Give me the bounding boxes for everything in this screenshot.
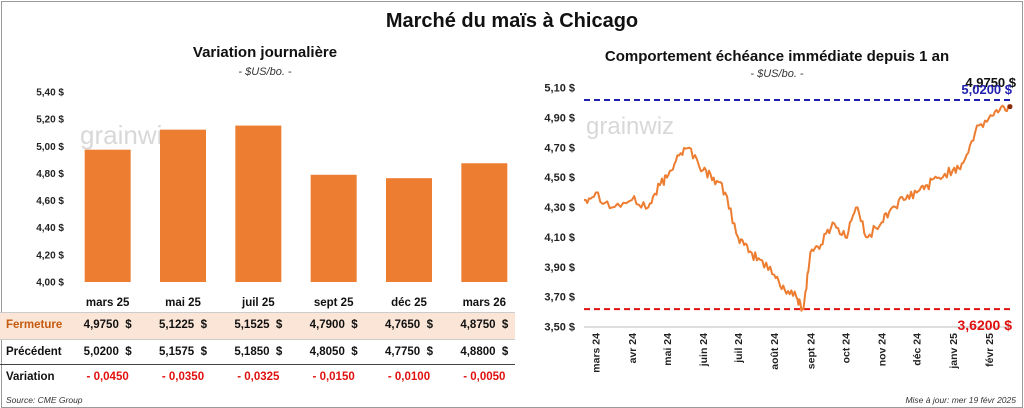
y-tick-label: 5,00 $ [36, 142, 64, 153]
y-tick-label: 3,50 $ [544, 322, 575, 334]
table-cell: 5,1225 $ [159, 319, 207, 331]
x-tick-label: mai 25 [165, 297, 201, 309]
x-tick-label: juil 25 [241, 297, 275, 309]
y-tick-label: 3,90 $ [544, 262, 575, 274]
table-row-label: Variation [6, 371, 55, 383]
price-series-line [583, 104, 1011, 312]
table-cell: 4,7650 $ [385, 319, 433, 331]
x-tick-label: mars 26 [463, 297, 506, 309]
y-tick-label: 4,20 $ [36, 250, 64, 261]
x-tick-label: mai 24 [662, 333, 674, 366]
min-value-label: 3,6200 $ [958, 317, 1013, 333]
table-cell: - 0,0325 [237, 371, 280, 383]
watermark: grainwiz [80, 120, 175, 150]
table-cell: - 0,0050 [463, 371, 506, 383]
table-cell: 4,9750 $ [83, 319, 132, 331]
y-tick-label: 5,20 $ [36, 115, 64, 126]
bar [461, 163, 508, 282]
source-note: Source: CME Group [6, 395, 83, 405]
x-tick-label: janv 25 [948, 333, 960, 370]
x-tick-label: août 24 [769, 333, 781, 370]
table-row-variation [0, 364, 515, 391]
table-cell: - 0,0150 [312, 371, 355, 383]
table-cell: 5,1525 $ [234, 319, 283, 331]
table-cell: 5,0200 $ [83, 346, 132, 358]
right-chart-unit: - $US/bo. - [750, 68, 804, 80]
left-chart-unit: - $US/bo. - [238, 66, 292, 78]
last-value-marker [1007, 104, 1013, 110]
table-cell: 5,1850 $ [234, 346, 283, 358]
table-cell: 5,1575 $ [159, 346, 207, 358]
y-tick-label: 4,40 $ [36, 223, 64, 234]
last-value-label: 4,9750 $ [965, 75, 1016, 90]
watermark: grainwiz [586, 113, 674, 140]
bar [160, 129, 206, 282]
y-tick-label: 4,50 $ [544, 172, 575, 184]
y-tick-label: 4,30 $ [544, 202, 575, 214]
y-tick-label: 4,80 $ [36, 169, 64, 180]
x-tick-label: sept 24 [805, 333, 817, 369]
table-cell: - 0,0450 [86, 371, 129, 383]
y-tick-label: 4,00 $ [36, 278, 64, 289]
x-tick-label: juin 24 [698, 333, 710, 367]
table-cell: 4,7750 $ [385, 346, 433, 358]
table-cell: 4,8800 $ [460, 346, 509, 358]
table-row-label: Précédent [6, 346, 62, 358]
x-tick-label: déc 24 [912, 333, 924, 366]
y-tick-label: 5,10 $ [544, 83, 575, 95]
table-cell: 4,7900 $ [309, 319, 358, 331]
x-tick-label: avr 24 [627, 333, 639, 364]
x-tick-label: sept 25 [314, 297, 354, 309]
bar [84, 149, 131, 282]
y-tick-label: 4,10 $ [544, 232, 575, 244]
x-tick-label: mars 24 [591, 333, 603, 373]
y-tick-label: 4,60 $ [36, 196, 64, 207]
table-cell: - 0,0100 [387, 371, 431, 383]
x-tick-label: déc 25 [391, 297, 427, 309]
right-chart-title: Comportement échéance immédiate depuis 1… [604, 48, 950, 65]
table-row-label: Fermeture [6, 319, 63, 331]
bar [235, 125, 282, 282]
page-title: Marché du maïs à Chicago [385, 10, 639, 32]
y-tick-label: 5,40 $ [36, 88, 64, 99]
y-tick-label: 4,70 $ [544, 142, 575, 154]
max-value-label: 5,0200 $ [961, 82, 1012, 97]
x-tick-label: févr 25 [984, 333, 996, 367]
update-note: Mise à jour: mer 19 févr 2025 [905, 395, 1016, 405]
table-cell: 4,8050 $ [309, 346, 358, 358]
bar [386, 178, 432, 282]
x-tick-label: juil 24 [733, 333, 745, 364]
y-tick-label: 3,70 $ [544, 292, 575, 304]
bar [310, 174, 357, 282]
x-tick-label: oct 24 [840, 333, 852, 364]
x-tick-label: mars 25 [86, 297, 130, 309]
table-row-fermeture [0, 312, 515, 340]
table-cell: - 0,0350 [161, 371, 205, 383]
table-cell: 4,8750 $ [460, 319, 509, 331]
y-tick-label: 4,90 $ [544, 112, 575, 124]
x-tick-label: nov 24 [877, 333, 889, 366]
left-chart-title: Variation journalière [192, 44, 338, 61]
